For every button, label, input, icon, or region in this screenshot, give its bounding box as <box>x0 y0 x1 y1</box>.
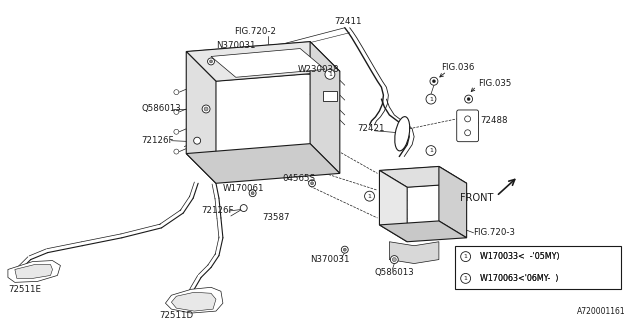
Text: 72411: 72411 <box>334 17 362 26</box>
Polygon shape <box>211 49 325 77</box>
Polygon shape <box>380 171 407 242</box>
Text: FIG.720-2: FIG.720-2 <box>235 27 276 36</box>
Circle shape <box>174 149 179 154</box>
Text: 72511E: 72511E <box>8 285 41 294</box>
Circle shape <box>251 192 254 195</box>
Circle shape <box>461 252 470 261</box>
Text: N370031: N370031 <box>216 41 255 50</box>
Polygon shape <box>186 144 340 183</box>
Ellipse shape <box>395 116 410 151</box>
Circle shape <box>343 248 346 251</box>
Circle shape <box>174 129 179 134</box>
Polygon shape <box>380 221 467 242</box>
FancyBboxPatch shape <box>457 110 479 142</box>
Circle shape <box>240 204 247 212</box>
Text: W230038: W230038 <box>298 65 340 74</box>
Text: 73587: 73587 <box>262 213 290 222</box>
Text: FIG.036: FIG.036 <box>441 63 474 72</box>
Circle shape <box>426 146 436 156</box>
Text: 72126F: 72126F <box>141 136 174 145</box>
Text: 1: 1 <box>429 97 433 101</box>
Text: FRONT: FRONT <box>460 193 493 203</box>
Circle shape <box>465 130 470 136</box>
Text: W170063<'06MY-  ): W170063<'06MY- ) <box>479 274 558 283</box>
Circle shape <box>430 77 438 85</box>
Circle shape <box>174 90 179 95</box>
Text: A720001161: A720001161 <box>577 307 625 316</box>
Polygon shape <box>172 292 216 311</box>
FancyBboxPatch shape <box>323 91 337 101</box>
Circle shape <box>194 137 200 144</box>
Polygon shape <box>166 287 223 313</box>
Circle shape <box>207 58 214 65</box>
Text: 72126F: 72126F <box>201 205 234 214</box>
Circle shape <box>390 256 398 264</box>
Circle shape <box>202 105 210 113</box>
Text: 72421: 72421 <box>358 124 385 133</box>
Circle shape <box>249 190 256 197</box>
Text: FIG.035: FIG.035 <box>479 79 512 88</box>
Circle shape <box>465 116 470 122</box>
Polygon shape <box>8 260 60 282</box>
Circle shape <box>365 191 374 201</box>
Circle shape <box>433 80 435 83</box>
Text: 72511D: 72511D <box>159 310 194 320</box>
Polygon shape <box>186 52 216 183</box>
Text: Q586013: Q586013 <box>141 105 181 114</box>
Text: N370031: N370031 <box>310 255 349 264</box>
Circle shape <box>461 274 470 283</box>
Text: FIG.720-3: FIG.720-3 <box>474 228 516 237</box>
Circle shape <box>204 107 208 111</box>
Text: 1: 1 <box>464 276 468 281</box>
Polygon shape <box>439 166 467 238</box>
Text: W170033<  -'05MY): W170033< -'05MY) <box>479 252 559 261</box>
Text: Q586013: Q586013 <box>374 268 414 277</box>
Polygon shape <box>186 42 340 81</box>
Text: 1: 1 <box>464 254 468 259</box>
Text: W170063<'06MY-  ): W170063<'06MY- ) <box>479 274 558 283</box>
Circle shape <box>310 182 314 185</box>
Circle shape <box>325 69 335 79</box>
Text: 1: 1 <box>367 194 371 199</box>
Circle shape <box>308 180 316 187</box>
Polygon shape <box>310 42 340 173</box>
FancyBboxPatch shape <box>455 246 621 289</box>
Circle shape <box>209 60 212 63</box>
Circle shape <box>426 94 436 104</box>
Circle shape <box>341 246 348 253</box>
Polygon shape <box>389 242 439 264</box>
Circle shape <box>465 95 472 103</box>
Circle shape <box>174 109 179 115</box>
Circle shape <box>467 98 470 100</box>
Text: 04565S: 04565S <box>282 174 316 183</box>
Text: 1: 1 <box>429 148 433 153</box>
Text: W170033<  -'05MY): W170033< -'05MY) <box>479 252 559 261</box>
Polygon shape <box>15 265 52 278</box>
Text: W170061: W170061 <box>223 184 264 193</box>
Polygon shape <box>380 166 467 187</box>
Text: 72488: 72488 <box>481 116 508 125</box>
Text: 1: 1 <box>328 72 332 77</box>
Circle shape <box>392 258 396 261</box>
Circle shape <box>326 70 334 78</box>
